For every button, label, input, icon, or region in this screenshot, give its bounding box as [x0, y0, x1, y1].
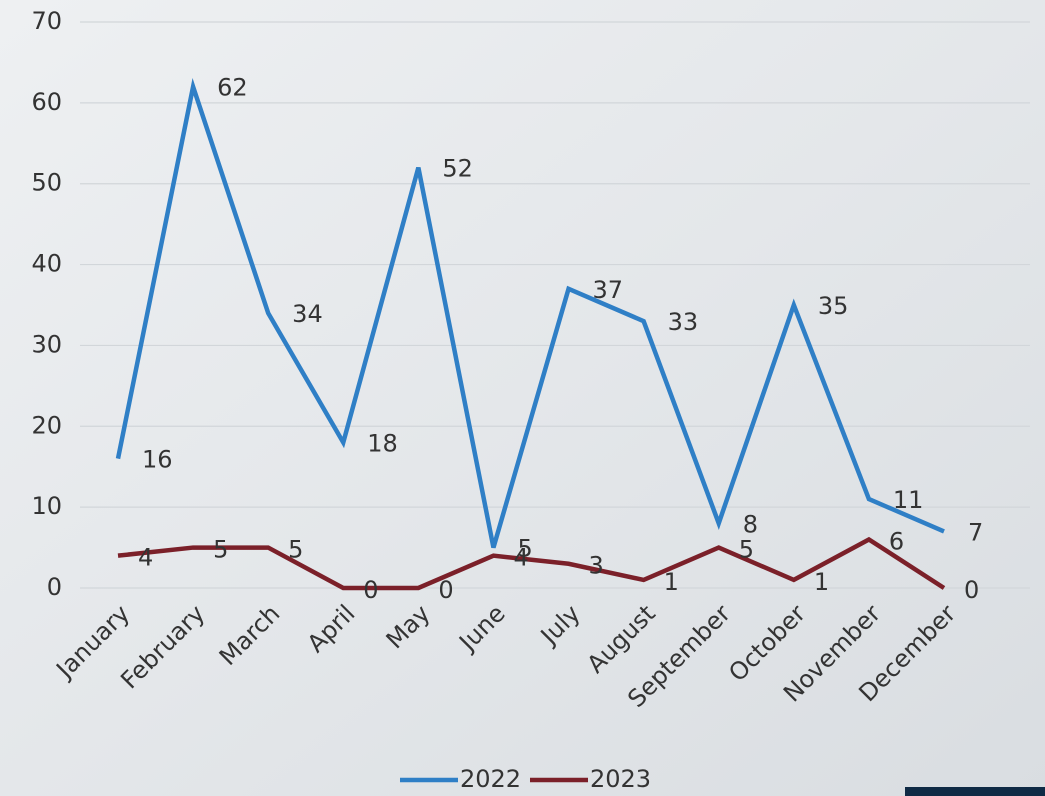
data-label: 6 [889, 527, 904, 555]
y-tick-label: 40 [31, 250, 62, 278]
data-label: 33 [668, 308, 699, 336]
y-tick-label: 60 [31, 88, 62, 116]
data-label: 34 [292, 300, 323, 328]
page: {"chart_data": {"type": "line", "categor… [0, 0, 1045, 796]
chart: 010203040506070JanuaryFebruaryMarchApril… [0, 0, 1045, 796]
y-tick-label: 30 [31, 330, 62, 358]
y-tick-label: 0 [47, 573, 62, 601]
data-label: 35 [818, 292, 849, 320]
data-label: 16 [142, 446, 173, 474]
data-label: 5 [739, 536, 754, 564]
data-label: 5 [213, 536, 228, 564]
data-label: 62 [217, 74, 248, 102]
data-label: 4 [513, 544, 528, 572]
data-label: 0 [438, 576, 453, 604]
data-label: 11 [893, 486, 924, 514]
data-label: 1 [814, 568, 829, 596]
data-label: 5 [288, 536, 303, 564]
y-tick-label: 10 [31, 492, 62, 520]
y-tick-label: 50 [31, 169, 62, 197]
legend-label: 2022 [460, 765, 521, 793]
y-tick-label: 70 [31, 7, 62, 35]
data-label: 8 [743, 510, 758, 538]
data-label: 0 [964, 576, 979, 604]
data-label: 37 [593, 276, 624, 304]
data-label: 4 [138, 544, 153, 572]
data-label: 0 [363, 576, 378, 604]
y-tick-label: 20 [31, 411, 62, 439]
data-label: 52 [442, 155, 473, 183]
legend-label: 2023 [590, 765, 651, 793]
data-label: 7 [968, 518, 983, 546]
corner-bar [905, 787, 1045, 796]
data-label: 3 [589, 552, 604, 580]
data-label: 18 [367, 429, 398, 457]
data-label: 1 [664, 568, 679, 596]
